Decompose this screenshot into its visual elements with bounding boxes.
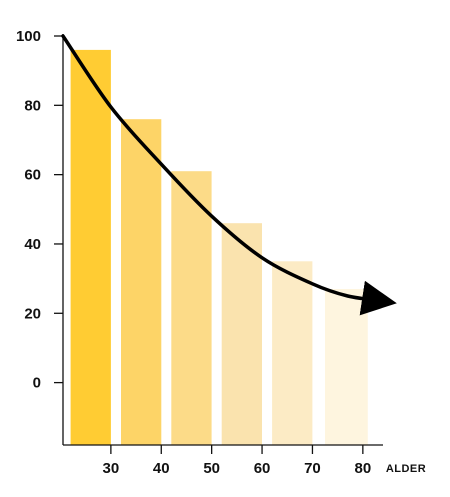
bar-5 (272, 261, 313, 445)
y-tick-label-100: 100 (16, 28, 41, 45)
x-tick-label-80: 80 (354, 460, 371, 477)
bars (70, 49, 368, 446)
x-tick-label-70: 70 (304, 460, 321, 477)
axes (54, 34, 383, 454)
x-tick-label-30: 30 (103, 460, 120, 477)
bar-4 (221, 223, 262, 445)
y-tick-label-0: 0 (33, 375, 41, 392)
y-tick-label-80: 80 (24, 97, 41, 114)
x-axis-label: ALDER (386, 463, 426, 475)
trend-curve (61, 34, 397, 316)
bar-6 (325, 289, 368, 445)
x-tick-label-40: 40 (153, 460, 170, 477)
bar-2 (121, 119, 162, 445)
y-tick-label-40: 40 (24, 236, 41, 253)
bar-3 (171, 171, 212, 445)
x-tick-label-60: 60 (254, 460, 271, 477)
y-tick-label-60: 60 (24, 167, 41, 184)
tick-labels: 0 20 40 60 80 100 30 40 50 60 70 80 (16, 28, 371, 477)
bar-1 (70, 49, 111, 446)
y-tick-label-20: 20 (24, 305, 41, 322)
trend-curve-arrow (61, 34, 397, 316)
x-tick-label-50: 50 (203, 460, 220, 477)
